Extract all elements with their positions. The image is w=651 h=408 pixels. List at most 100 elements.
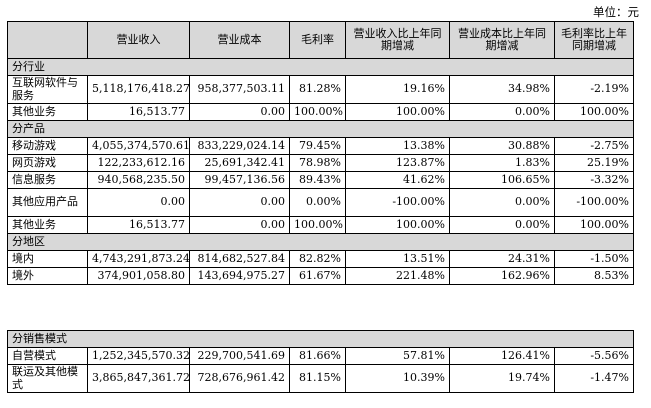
column-header: 毛利率比上年同期增减 xyxy=(554,21,634,59)
table-row: 其他业务 16,513.77 0.00 100.00% 100.00% 0.00% 100.… xyxy=(7,103,634,121)
row-label: 联运及其他模式 xyxy=(7,364,88,393)
table-cell: 1,252,345,570.32 xyxy=(87,347,190,365)
table-cell: 5,118,176,418.27 xyxy=(87,75,190,104)
table-cell: 126.41% xyxy=(449,347,555,365)
table-cell: 1.83% xyxy=(449,154,555,172)
table-row: 自营模式 1,252,345,570.32 229,700,541.69 81.66%… xyxy=(7,347,635,365)
table-cell: 13.38% xyxy=(345,137,450,155)
table-cell: 100.00% xyxy=(345,103,450,121)
table-header-row: 营业收入 营业成本 毛利率 营业收入比上年同期增减 营业成本比上年同期增减 毛利率比上年同… xyxy=(7,21,634,59)
column-header: 营业收入 xyxy=(87,21,190,59)
row-label: 网页游戏 xyxy=(7,154,88,172)
table-cell: 81.15% xyxy=(289,364,346,393)
table-cell: 57.81% xyxy=(345,347,450,365)
table-cell: 0.00 xyxy=(189,188,290,217)
section-title: 分产品 xyxy=(7,120,634,138)
table-cell: 10.39% xyxy=(345,364,450,393)
table-cell: 100.00% xyxy=(345,216,450,234)
table-cell: -100.00% xyxy=(345,188,450,217)
table-cell: 8.53% xyxy=(554,267,634,285)
table-row: 互联网软件与服务 5,118,176,418.27 958,377,503.11 81… xyxy=(7,75,634,104)
table-cell: 728,676,961.42 xyxy=(189,364,290,393)
table-cell: 122,233,612.16 xyxy=(87,154,190,172)
table-cell: 0.00 xyxy=(189,216,290,234)
row-label: 其他业务 xyxy=(7,103,88,121)
table-row: 境内 4,743,291,873.24 814,682,527.84 82.82% 13… xyxy=(7,250,634,268)
table-cell: 30.88% xyxy=(449,137,555,155)
row-label: 境内 xyxy=(7,250,88,268)
table-cell: -3.32% xyxy=(554,171,634,189)
table-cell: 19.74% xyxy=(449,364,555,393)
table-cell: 0.00% xyxy=(289,188,346,217)
table-cell: 100.00% xyxy=(289,103,346,121)
table-cell: 100.00% xyxy=(554,103,634,121)
section-row: 分行业 xyxy=(7,58,634,76)
table-row: 其他业务 16,513.77 0.00 100.00% 100.00% 0.00% 100.… xyxy=(7,216,634,234)
table-cell: 221.48% xyxy=(345,267,450,285)
table-cell: 19.16% xyxy=(345,75,450,104)
table-cell: 958,377,503.11 xyxy=(189,75,290,104)
sales-model-table: 分销售模式 自营模式 1,252,345,570.32 229,700,541.69 8… xyxy=(6,330,635,393)
table-cell: 833,229,024.14 xyxy=(189,137,290,155)
table-cell: 61.67% xyxy=(289,267,346,285)
column-header: 毛利率 xyxy=(289,21,346,59)
table-row: 移动游戏 4,055,374,570.61 833,229,024.14 79.45%… xyxy=(7,137,634,155)
column-header: 营业成本 xyxy=(189,21,290,59)
table-cell: -1.47% xyxy=(553,364,635,393)
table-cell: 81.28% xyxy=(289,75,346,104)
row-label: 境外 xyxy=(7,267,88,285)
table-cell: 0.00% xyxy=(449,103,555,121)
table-cell: 0.00 xyxy=(87,188,190,217)
table-row: 联运及其他模式 3,865,847,361.72 728,676,961.42 81.… xyxy=(7,364,635,393)
table-cell: 374,901,058.80 xyxy=(87,267,190,285)
table-row: 其他应用产品 0.00 0.00 0.00% -100.00% 0.00% -100.00% xyxy=(7,188,634,217)
table-cell: 0.00% xyxy=(449,188,555,217)
revenue-breakdown-table: 营业收入 营业成本 毛利率 营业收入比上年同期增减 营业成本比上年同期增减 毛利率比上年同… xyxy=(7,21,634,285)
table-cell: -2.19% xyxy=(554,75,634,104)
table-cell: 24.31% xyxy=(449,250,555,268)
table-cell: 16,513.77 xyxy=(87,216,190,234)
row-label: 其他应用产品 xyxy=(7,188,88,217)
table-cell: 79.45% xyxy=(289,137,346,155)
table-cell: 4,743,291,873.24 xyxy=(87,250,190,268)
table-cell: 814,682,527.84 xyxy=(189,250,290,268)
table-cell: -2.75% xyxy=(554,137,634,155)
column-header: 营业收入比上年同期增减 xyxy=(345,21,450,59)
table-cell: 13.51% xyxy=(345,250,450,268)
table-row: 信息服务 940,568,235.50 99,457,136.56 89.43% 41.… xyxy=(7,171,634,189)
section-row: 分销售模式 xyxy=(6,330,635,348)
table-cell: 106.65% xyxy=(449,171,555,189)
column-header: 营业成本比上年同期增减 xyxy=(449,21,555,59)
table-cell: 99,457,136.56 xyxy=(189,171,290,189)
table-cell: 229,700,541.69 xyxy=(189,347,290,365)
table-cell: 0.00 xyxy=(189,103,290,121)
table-cell: 81.66% xyxy=(289,347,346,365)
table-cell: 41.62% xyxy=(345,171,450,189)
row-label: 其他业务 xyxy=(7,216,88,234)
table-cell: -100.00% xyxy=(554,188,634,217)
table-cell: 16,513.77 xyxy=(87,103,190,121)
table-cell: 100.00% xyxy=(289,216,346,234)
section-row: 分产品 xyxy=(7,120,634,138)
table-cell: 100.00% xyxy=(554,216,634,234)
section-title: 分行业 xyxy=(7,58,634,76)
unit-label: 单位：元 xyxy=(593,5,639,19)
table-cell: -1.50% xyxy=(554,250,634,268)
table-cell: 123.87% xyxy=(345,154,450,172)
table-cell: 3,865,847,361.72 xyxy=(87,364,190,393)
table-cell: 34.98% xyxy=(449,75,555,104)
table-cell: 25.19% xyxy=(554,154,634,172)
section-row: 分地区 xyxy=(7,233,634,251)
column-header xyxy=(7,21,88,59)
row-label: 自营模式 xyxy=(7,347,88,365)
table-cell: 82.82% xyxy=(289,250,346,268)
row-label: 移动游戏 xyxy=(7,137,88,155)
table-cell: 162.96% xyxy=(449,267,555,285)
table-cell: 25,691,342.41 xyxy=(189,154,290,172)
section-title: 分地区 xyxy=(7,233,634,251)
section-title: 分销售模式 xyxy=(6,330,635,348)
row-label: 信息服务 xyxy=(7,171,88,189)
table-cell: 78.98% xyxy=(289,154,346,172)
table-row: 境外 374,901,058.80 143,694,975.27 61.67% 221.… xyxy=(7,267,634,285)
table-cell: 143,694,975.27 xyxy=(189,267,290,285)
